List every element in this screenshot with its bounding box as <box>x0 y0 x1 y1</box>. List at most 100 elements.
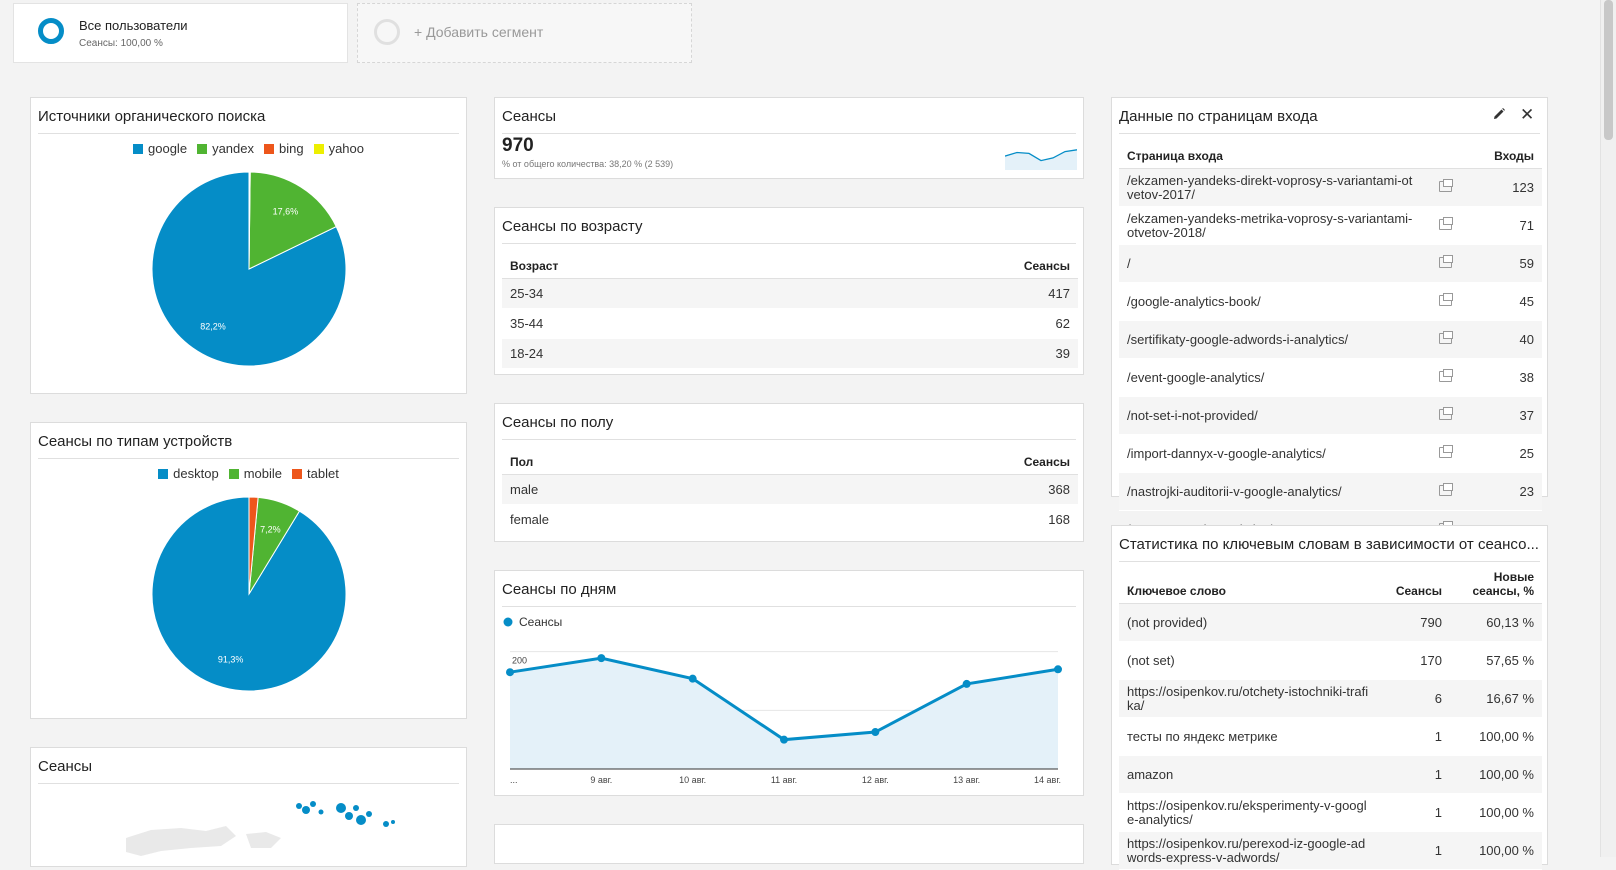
data-point[interactable] <box>1054 665 1062 674</box>
external-link-icon[interactable] <box>1424 472 1466 511</box>
table-row[interactable]: 18-24 39 <box>502 338 1078 369</box>
widget-title: Сеансы <box>38 758 93 775</box>
column-header: Сеансы <box>1378 570 1450 604</box>
page-scrollbar[interactable] <box>1600 0 1616 857</box>
table-row[interactable]: https://osipenkov.ru/eksperimenty-v-goog… <box>1119 793 1542 832</box>
table-row[interactable]: /ekzamen-yandeks-metrika-voprosy-s-varia… <box>1119 206 1542 245</box>
divider <box>502 606 1076 607</box>
table-row[interactable]: /event-google-analytics/ 38 <box>1119 358 1542 397</box>
row-value: 37 <box>1466 396 1542 435</box>
table-row[interactable]: /not-set-i-not-provided/ 37 <box>1119 396 1542 435</box>
row-label: 18-24 <box>502 338 942 369</box>
widget-geo-sessions: Сеансы <box>30 747 467 867</box>
table-row[interactable]: (not set) 170 57,65 % <box>1119 641 1542 680</box>
close-icon[interactable]: ✕ <box>1520 105 1535 124</box>
landing-page-link[interactable]: /import-dannyx-v-google-analytics/ <box>1119 434 1424 473</box>
segment-all-users[interactable]: Все пользователи Сеансы: 100,00 % <box>13 3 348 63</box>
external-link-icon[interactable] <box>1424 320 1466 359</box>
keyword[interactable]: (not provided) <box>1119 603 1378 642</box>
data-point[interactable] <box>688 674 697 683</box>
table-row[interactable]: male 368 <box>502 474 1078 505</box>
legend-item[interactable]: yahoo <box>313 141 364 156</box>
legend-item[interactable]: google <box>133 141 187 156</box>
data-point[interactable] <box>506 668 514 677</box>
table-row[interactable]: / 59 <box>1119 244 1542 283</box>
table-row[interactable]: amazon 1 100,00 % <box>1119 755 1542 794</box>
legend-item[interactable]: desktop <box>158 466 219 481</box>
divider <box>1119 561 1540 562</box>
data-point[interactable] <box>780 735 788 744</box>
keyword[interactable]: https://osipenkov.ru/eksperimenty-v-goog… <box>1119 793 1378 832</box>
table-row[interactable]: 25-34 417 <box>502 278 1078 309</box>
x-tick-label: 10 авг. <box>679 775 706 785</box>
keyword-sessions: 170 <box>1378 641 1450 680</box>
external-link-icon[interactable] <box>1424 282 1466 321</box>
row-value: 45 <box>1466 282 1542 321</box>
external-link-icon[interactable] <box>1424 434 1466 473</box>
data-point[interactable] <box>597 654 606 663</box>
landing-page-link[interactable]: /not-set-i-not-provided/ <box>1119 396 1424 435</box>
legend-swatch <box>503 617 513 627</box>
row-value: 25 <box>1466 434 1542 473</box>
table-row[interactable]: /nastrojki-auditorii-v-google-analytics/… <box>1119 472 1542 511</box>
segment-ring-icon <box>38 18 64 44</box>
row-value: 23 <box>1466 472 1542 511</box>
landing-page-link[interactable]: /event-google-analytics/ <box>1119 358 1424 397</box>
keyword-new-sessions: 100,00 % <box>1450 793 1542 832</box>
pie-slice[interactable] <box>248 496 259 595</box>
pie-slice[interactable] <box>248 171 251 270</box>
table-row[interactable]: https://osipenkov.ru/otchety-istochniki-… <box>1119 679 1542 718</box>
table-row[interactable]: https://osipenkov.ru/perexod-iz-google-a… <box>1119 831 1542 870</box>
keyword[interactable]: https://osipenkov.ru/perexod-iz-google-a… <box>1119 831 1378 870</box>
table-row[interactable]: /import-dannyx-v-google-analytics/ 25 <box>1119 434 1542 473</box>
add-segment-button[interactable]: + Добавить сегмент <box>357 3 692 63</box>
keyword-new-sessions: 57,65 % <box>1450 641 1542 680</box>
pie-slice[interactable] <box>248 171 337 270</box>
table-row[interactable]: (not provided) 790 60,13 % <box>1119 603 1542 642</box>
segment-title: Все пользователи <box>79 18 188 33</box>
table-row[interactable]: /ekzamen-yandeks-direkt-voprosy-s-varian… <box>1119 168 1542 207</box>
widget-title: Источники органического поиска <box>38 108 266 125</box>
pencil-icon[interactable] <box>1492 107 1506 125</box>
legend-item[interactable]: yandex <box>197 141 254 156</box>
landing-page-link[interactable]: / <box>1119 244 1424 283</box>
landing-page-link[interactable]: /nastrojki-auditorii-v-google-analytics/ <box>1119 472 1424 511</box>
table-row[interactable]: /google-analytics-book/ 45 <box>1119 282 1542 321</box>
legend-label: yandex <box>212 141 254 156</box>
external-link-icon[interactable] <box>1424 168 1466 207</box>
devices-pie-chart: 91,3% 7,2% <box>151 496 347 692</box>
keyword[interactable]: https://osipenkov.ru/otchety-istochniki-… <box>1119 679 1378 718</box>
legend-item[interactable]: mobile <box>228 466 282 481</box>
column-header: Страница входа <box>1119 135 1424 169</box>
legend-swatch <box>197 144 208 154</box>
table-row[interactable]: female 168 <box>502 504 1078 535</box>
divider <box>502 133 1076 134</box>
legend-item[interactable]: bing <box>263 141 304 156</box>
external-link-icon[interactable] <box>1424 396 1466 435</box>
legend-item[interactable]: tablet <box>292 466 339 481</box>
keyword[interactable]: тесты по яндекс метрике <box>1119 717 1378 756</box>
slice-label: 91,3% <box>218 654 244 664</box>
keyword-sessions: 1 <box>1378 793 1450 832</box>
keyword[interactable]: (not set) <box>1119 641 1378 680</box>
keyword[interactable]: amazon <box>1119 755 1378 794</box>
external-link-icon[interactable] <box>1424 244 1466 283</box>
data-point[interactable] <box>962 679 971 688</box>
scrollbar-thumb[interactable] <box>1604 0 1613 140</box>
legend-label[interactable]: Сеансы <box>519 615 562 629</box>
landing-page-link[interactable]: /sertifikaty-google-adwords-i-analytics/ <box>1119 320 1424 359</box>
external-link-icon[interactable] <box>1424 358 1466 397</box>
legend-swatch <box>263 144 274 154</box>
table-row[interactable]: 35-44 62 <box>502 308 1078 339</box>
add-segment-label: + Добавить сегмент <box>414 24 544 40</box>
keyword-new-sessions: 100,00 % <box>1450 717 1542 756</box>
table-row[interactable]: /sertifikaty-google-adwords-i-analytics/… <box>1119 320 1542 359</box>
landing-page-link[interactable]: /ekzamen-yandeks-direkt-voprosy-s-varian… <box>1119 168 1424 207</box>
landing-page-link[interactable]: /ekzamen-yandeks-metrika-voprosy-s-varia… <box>1119 206 1424 245</box>
data-point[interactable] <box>871 728 880 737</box>
keyword-new-sessions: 16,67 % <box>1450 679 1542 718</box>
external-link-icon[interactable] <box>1424 206 1466 245</box>
table-row[interactable]: тесты по яндекс метрике 1 100,00 % <box>1119 717 1542 756</box>
keywords-table: Ключевое слово Сеансы Новые сеансы, % (n… <box>1119 570 1542 870</box>
landing-page-link[interactable]: /google-analytics-book/ <box>1119 282 1424 321</box>
